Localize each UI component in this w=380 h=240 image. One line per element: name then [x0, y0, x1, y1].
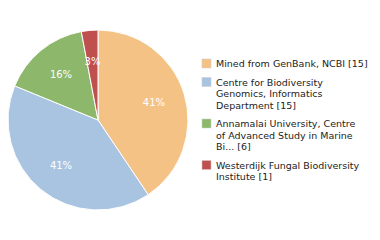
legend-swatch — [202, 78, 211, 87]
legend-swatch — [202, 161, 211, 170]
legend-swatch — [202, 119, 211, 128]
data-label: 3% — [85, 56, 101, 67]
legend: Mined from GenBank, NCBI [15] Centre for … — [202, 58, 368, 182]
data-label: 16% — [50, 69, 72, 80]
legend-label: Centre for BiodiversityGenomics, Informa… — [216, 77, 323, 111]
legend-label: Westerdijk Fungal BiodiversityInstitute … — [216, 160, 360, 183]
pie-slice — [81, 30, 98, 120]
data-labels: 41% 41% 16% 3% — [50, 56, 165, 171]
pie — [8, 30, 188, 210]
legend-label: Mined from GenBank, NCBI [15] — [216, 58, 368, 69]
legend-swatch — [202, 59, 211, 68]
chart-container: 41% 41% 16% 3% Mined from GenBank, NCBI [15]… — [0, 0, 380, 240]
chart: 41% 41% 16% 3% Mined from GenBank, NCBI [15]… — [0, 0, 380, 240]
data-label: 41% — [143, 97, 165, 108]
legend-label: Annamalai University, Centreof Advanced … — [216, 118, 355, 152]
data-label: 41% — [50, 160, 72, 171]
